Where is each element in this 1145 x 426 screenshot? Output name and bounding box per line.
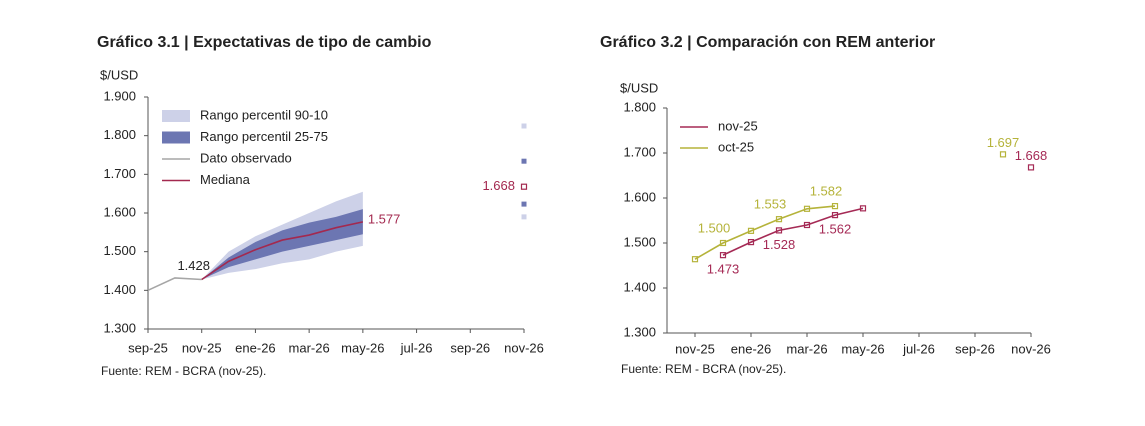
x-tick-label: nov-26 <box>1011 341 1051 356</box>
legend-swatch <box>162 131 190 144</box>
value-label: 1.697 <box>987 135 1020 150</box>
x-tick-label: nov-25 <box>182 340 222 355</box>
legend-label: Mediana <box>200 172 251 187</box>
x-tick-label: sep-26 <box>450 340 490 355</box>
x-tick-label: ene-26 <box>235 340 275 355</box>
x-tick-label: jul-26 <box>400 340 433 355</box>
value-label: 1.473 <box>707 262 740 277</box>
value-label: 1.500 <box>698 220 731 235</box>
y-tick-label: 1.700 <box>623 144 656 159</box>
x-tick-label: ene-26 <box>731 341 771 356</box>
y-tick-label: 1.700 <box>103 166 136 181</box>
value-label: 1.528 <box>763 237 796 252</box>
legend-label: Rango percentil 90-10 <box>200 107 328 122</box>
series-line <box>694 205 836 260</box>
point-marker <box>520 183 528 190</box>
source-note: Fuente: REM - BCRA (nov-25). <box>621 362 786 376</box>
series-line <box>201 221 364 281</box>
band-area <box>201 209 363 280</box>
x-tick-label: sep-26 <box>955 341 995 356</box>
x-tick-label: nov-25 <box>675 341 715 356</box>
value-label: 1.428 <box>177 258 210 273</box>
chart-title: Gráfico 3.2 | Comparación con REM anteri… <box>600 34 935 51</box>
value-label: 1.553 <box>754 197 787 212</box>
x-tick-label: may-26 <box>341 340 384 355</box>
x-tick-label: mar-26 <box>786 341 827 356</box>
x-tick-label: sep-25 <box>128 340 168 355</box>
band-point <box>521 123 527 129</box>
point-marker <box>1027 164 1035 171</box>
value-label: 1.582 <box>810 184 843 199</box>
series-line <box>147 277 202 292</box>
value-label: 1.668 <box>482 178 515 193</box>
band-point <box>521 214 527 220</box>
x-tick-label: may-26 <box>841 341 884 356</box>
legend-label: oct-25 <box>718 139 754 154</box>
y-tick-label: 1.300 <box>103 320 136 335</box>
y-tick-label: 1.500 <box>623 234 656 249</box>
x-tick-label: mar-26 <box>289 340 330 355</box>
legend-swatch <box>162 110 190 122</box>
chart-title: Gráfico 3.1 | Expectativas de tipo de ca… <box>97 34 432 51</box>
x-tick-label: nov-26 <box>504 340 544 355</box>
value-label: 1.562 <box>819 222 852 237</box>
legend-label: Rango percentil 25-75 <box>200 129 328 144</box>
y-tick-label: 1.800 <box>103 127 136 142</box>
y-tick-label: 1.300 <box>623 324 656 339</box>
legend-label: Dato observado <box>200 150 292 165</box>
y-axis-label: $/USD <box>100 67 138 82</box>
y-tick-label: 1.600 <box>623 189 656 204</box>
source-note: Fuente: REM - BCRA (nov-25). <box>101 364 266 378</box>
y-tick-label: 1.400 <box>103 282 136 297</box>
legend-label: nov-25 <box>718 118 758 133</box>
band-point <box>521 201 527 207</box>
y-tick-label: 1.900 <box>103 88 136 103</box>
y-tick-label: 1.600 <box>103 204 136 219</box>
band-point <box>521 158 527 164</box>
y-axis-label: $/USD <box>620 80 658 95</box>
point-marker <box>999 151 1007 158</box>
x-tick-label: jul-26 <box>902 341 935 356</box>
y-tick-label: 1.500 <box>103 243 136 258</box>
y-tick-label: 1.400 <box>623 279 656 294</box>
series-line <box>722 207 864 256</box>
value-label: 1.577 <box>368 211 401 226</box>
y-tick-label: 1.800 <box>623 99 656 114</box>
value-label: 1.668 <box>1015 148 1048 163</box>
